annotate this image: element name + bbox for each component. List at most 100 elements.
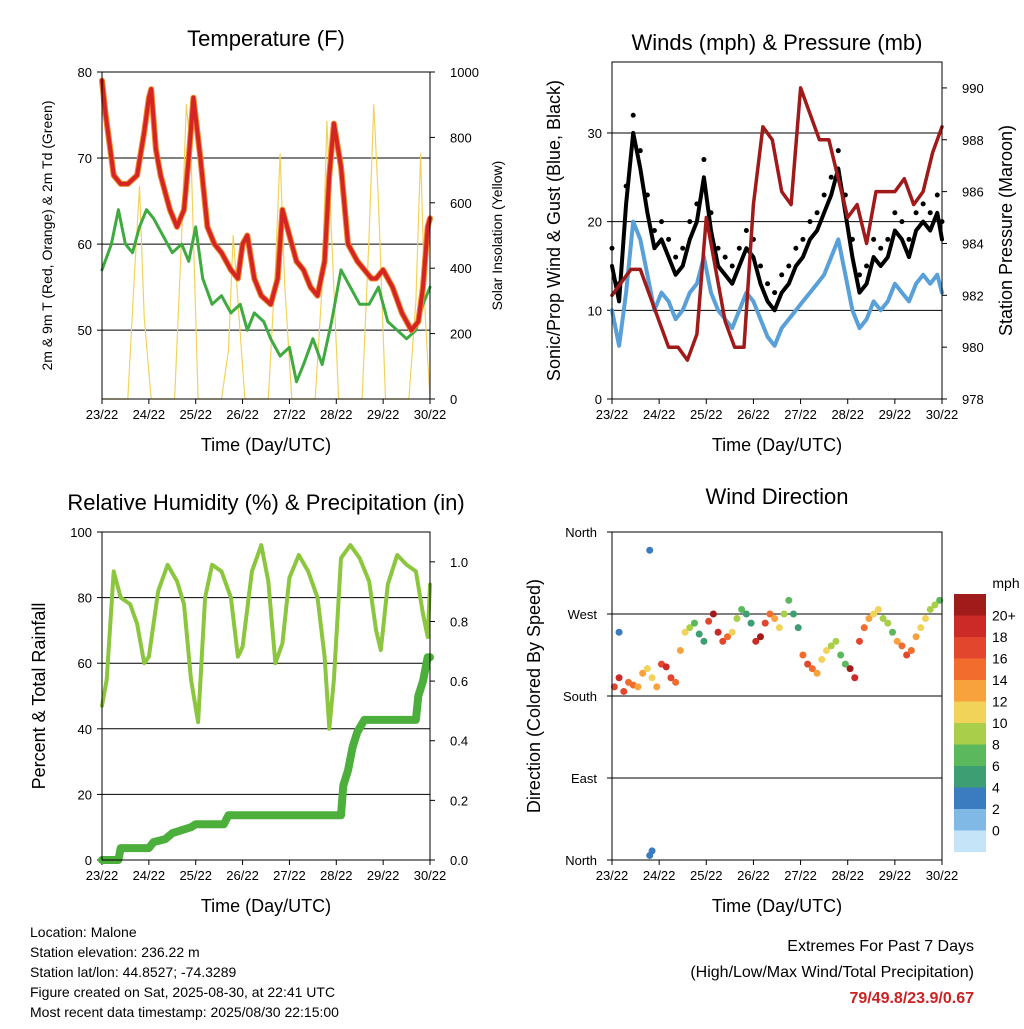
- direction-point: [860, 624, 868, 632]
- direction-point: [804, 660, 812, 668]
- direction-point: [794, 624, 802, 632]
- station-latlon: Station lat/lon: 44.8527; -74.3289: [30, 964, 237, 980]
- y-right-tick-label: 0.8: [450, 614, 468, 629]
- direction-point: [898, 642, 906, 650]
- direction-point: [889, 628, 896, 636]
- direction-point: [893, 637, 901, 645]
- gust-point: [899, 219, 905, 225]
- direction-point: [785, 596, 793, 604]
- y-tick-label: 10: [588, 303, 602, 318]
- gust-line: [610, 130, 944, 313]
- direction-point: [639, 669, 647, 677]
- direction-point: [780, 610, 788, 618]
- legend-swatch: [954, 594, 986, 616]
- x-tick-label: 30/22: [926, 407, 959, 422]
- y-right-tick-label: 988: [962, 133, 984, 148]
- gust-point: [644, 192, 650, 198]
- direction-point: [775, 624, 783, 632]
- x-tick-label: 23/22: [86, 868, 119, 883]
- direction-point: [705, 617, 713, 625]
- legend-label: 20+: [992, 608, 1016, 624]
- gust-point: [913, 210, 919, 216]
- y-tick-label: 60: [78, 656, 92, 671]
- direction-point: [643, 665, 651, 673]
- x-tick-label: 26/22: [737, 407, 770, 422]
- direction-point: [738, 605, 746, 613]
- y-right-tick-label: 0.6: [450, 674, 468, 689]
- x-tick-label: 29/22: [367, 868, 400, 883]
- direction-point: [747, 619, 755, 627]
- x-tick-label: 25/22: [690, 407, 723, 422]
- x-tick-label: 25/22: [179, 407, 212, 422]
- x-tick-label: 27/22: [784, 868, 817, 883]
- direction-point: [903, 651, 911, 659]
- gust-point: [828, 174, 834, 180]
- y-tick-label: North: [565, 525, 597, 540]
- x-tick-label: 28/22: [831, 868, 864, 883]
- gust-point: [673, 254, 679, 260]
- temp-2m-line: [100, 78, 432, 333]
- direction-point: [922, 615, 929, 623]
- y-axis-label: Sonic/Prop Wind & Gust (Blue, Black): [544, 80, 564, 381]
- panel-title: Winds (mph) & Pressure (mb): [632, 30, 923, 55]
- wind-speed-line: [610, 219, 944, 348]
- y-right-tick-label: 400: [450, 261, 472, 276]
- direction-point: [832, 637, 840, 645]
- plot-border: [611, 61, 943, 400]
- x-tick-label: 30/22: [414, 407, 447, 422]
- legend-label: 8: [992, 737, 1000, 753]
- x-tick-label: 26/22: [226, 868, 259, 883]
- y-right-tick-label: 980: [962, 340, 984, 355]
- legend-swatch: [954, 680, 986, 702]
- direction-point: [667, 674, 675, 682]
- direction-point: [917, 624, 925, 632]
- direction-point: [884, 619, 892, 627]
- y-tick-label: 0: [595, 392, 602, 407]
- x-tick-label: 26/22: [737, 868, 770, 883]
- direction-point: [719, 637, 727, 645]
- station-info: Location: Malone Station elevation: 236.…: [30, 922, 339, 1022]
- gust-point: [722, 254, 728, 260]
- direction-point: [648, 674, 656, 682]
- plot-border: [101, 71, 431, 400]
- gust-point: [758, 263, 763, 269]
- solar-insolation-line: [101, 104, 431, 400]
- y-tick-label: 40: [78, 722, 92, 737]
- y-right-tick-label: 984: [962, 236, 984, 251]
- gust-point: [800, 236, 806, 242]
- legend-title: mph: [992, 575, 1019, 591]
- gust-point: [765, 281, 771, 287]
- gust-point: [630, 112, 636, 118]
- legend-swatch: [954, 787, 986, 809]
- y-right-tick-label: 1000: [450, 65, 479, 80]
- legend-label: 10: [992, 715, 1008, 731]
- x-tick-label: 28/22: [320, 868, 353, 883]
- y-right-tick-label: 0.0: [450, 853, 468, 868]
- direction-point: [879, 615, 887, 623]
- direction-point: [728, 628, 736, 636]
- direction-point: [926, 605, 934, 613]
- gust-point: [743, 228, 749, 233]
- y-right-axis-label: Solar Insolation (Yellow): [489, 161, 505, 311]
- gust-point: [694, 201, 700, 207]
- direction-point: [752, 637, 760, 645]
- x-tick-label: 29/22: [367, 407, 400, 422]
- direction-point: [620, 687, 628, 695]
- legend-label: 14: [992, 672, 1008, 688]
- legend-swatch: [954, 658, 986, 680]
- x-tick-label: 26/22: [226, 407, 259, 422]
- y-axis-label: 2m & 9m T (Red, Orange) & 2m Td (Green): [39, 101, 55, 371]
- y-tick-label: 0: [85, 853, 92, 868]
- direction-point: [610, 683, 618, 691]
- gust-point: [666, 236, 672, 242]
- y-tick-label: 70: [78, 151, 92, 166]
- x-axis-label: Time (Day/UTC): [712, 896, 842, 916]
- gust-point: [885, 236, 891, 242]
- direction-point: [808, 665, 816, 673]
- direction-point: [681, 628, 689, 636]
- direction-point: [709, 610, 717, 618]
- x-tick-label: 23/22: [596, 868, 629, 883]
- direction-point: [634, 683, 642, 691]
- legend-swatch: [954, 637, 986, 659]
- gust-point: [701, 157, 707, 163]
